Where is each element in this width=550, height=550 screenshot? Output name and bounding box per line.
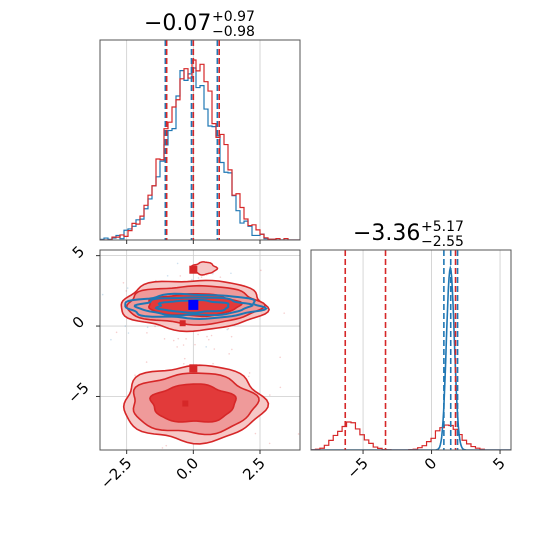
contour-panel: 5 0 −5 −2.5 0.0 2.5 xyxy=(64,242,301,493)
scatter-point xyxy=(191,278,193,281)
scatter-point xyxy=(141,248,143,250)
x-tick-label: −5 xyxy=(344,454,372,482)
scatter-point xyxy=(182,362,185,365)
axes-frame xyxy=(99,249,301,451)
scatter-point xyxy=(161,447,164,449)
scatter-point xyxy=(145,361,148,363)
histogram-series-blue xyxy=(100,67,300,240)
scatter-point xyxy=(122,281,125,284)
histogram-panel-1: −0.07 +0.97−0.98 xyxy=(99,9,301,244)
scatter-point xyxy=(205,346,207,348)
scatter-point xyxy=(183,357,186,360)
scatter-point xyxy=(213,348,216,350)
scatter-point xyxy=(126,287,129,289)
x-tick-label: 2.5 xyxy=(239,454,269,484)
scatter-point xyxy=(260,269,262,272)
density-peak-red xyxy=(189,364,198,373)
scatter-point xyxy=(230,335,233,338)
histogram-series-red xyxy=(311,421,511,450)
panel-1-title-lower: −0.98 xyxy=(212,24,255,40)
panel-1-title-upper: +0.97 xyxy=(212,9,255,25)
scatter-point xyxy=(177,337,180,340)
scatter-point xyxy=(206,335,208,338)
scatter-point xyxy=(176,262,179,265)
density-peak-blue xyxy=(188,299,199,310)
scatter-point xyxy=(154,325,156,328)
density-peak-red xyxy=(179,320,186,327)
scatter-point xyxy=(247,375,250,378)
x-tick-label: −2.5 xyxy=(97,454,135,492)
panel-2-title: −3.36 xyxy=(353,221,420,246)
scatter-point xyxy=(146,332,148,334)
scatter-point xyxy=(231,348,233,351)
scatter-point xyxy=(115,331,118,334)
scatter-point xyxy=(185,338,187,340)
scatter-point xyxy=(176,346,178,348)
y-tick-label: −5 xyxy=(64,379,92,407)
x-tick-label: 0 xyxy=(421,454,440,473)
scatter-point xyxy=(127,332,130,334)
scatter-point xyxy=(197,333,199,336)
scatter-point xyxy=(226,328,229,331)
scatter-point xyxy=(194,343,196,346)
scatter-point xyxy=(163,338,166,340)
histogram-panel-2: −5 0 5 −3.36 +5.17−2.55 xyxy=(310,219,512,482)
scatter-point xyxy=(212,272,214,275)
axes-frame xyxy=(310,249,512,451)
density-peak-red xyxy=(182,400,189,407)
scatter-point xyxy=(172,339,175,342)
scatter-point xyxy=(200,276,203,278)
density-peak-red xyxy=(189,265,198,274)
scatter-point xyxy=(88,327,90,329)
scatter-point xyxy=(124,325,127,327)
contour-level-blue xyxy=(154,298,230,314)
scatter-point xyxy=(248,372,251,374)
contour-level-blue xyxy=(124,292,268,321)
scatter-point xyxy=(210,334,213,337)
panel-1-title: −0.07 xyxy=(144,11,211,36)
histogram-series-red xyxy=(100,59,300,240)
scatter-point xyxy=(254,432,257,435)
contour-level-blue xyxy=(133,296,254,317)
scatter-point xyxy=(182,344,185,346)
y-tick-label: 0 xyxy=(69,313,88,332)
scatter-point xyxy=(197,277,200,279)
contour-content xyxy=(88,248,300,459)
scatter-point xyxy=(207,338,210,341)
panel-2-title-lower: −2.55 xyxy=(421,234,464,250)
histogram-content xyxy=(311,250,511,450)
x-tick-label: 0.0 xyxy=(173,454,203,484)
scatter-point xyxy=(101,293,104,296)
scatter-point xyxy=(269,394,271,396)
scatter-point xyxy=(166,275,169,277)
scatter-point xyxy=(228,353,230,355)
scatter-point xyxy=(297,433,300,435)
x-tick-label: 5 xyxy=(489,454,508,473)
scatter-point xyxy=(178,457,180,459)
scatter-point xyxy=(179,275,182,277)
axes-frame xyxy=(99,39,301,241)
scatter-point xyxy=(227,327,230,330)
scatter-point xyxy=(279,356,281,359)
scatter-point xyxy=(110,338,112,341)
scatter-point xyxy=(279,386,282,389)
scatter-point xyxy=(134,374,136,377)
y-tick-label: 5 xyxy=(69,242,88,261)
scatter-point xyxy=(146,326,149,329)
contour-level-red xyxy=(149,383,237,423)
scatter-point xyxy=(125,290,128,292)
scatter-point xyxy=(165,444,168,447)
histogram-series-blue xyxy=(311,265,511,450)
scatter-point xyxy=(219,276,222,278)
panel-2-title-upper: +5.17 xyxy=(421,219,464,235)
scatter-point xyxy=(212,362,214,365)
scatter-point xyxy=(268,442,271,445)
scatter-point xyxy=(230,272,232,275)
scatter-point xyxy=(283,312,286,314)
